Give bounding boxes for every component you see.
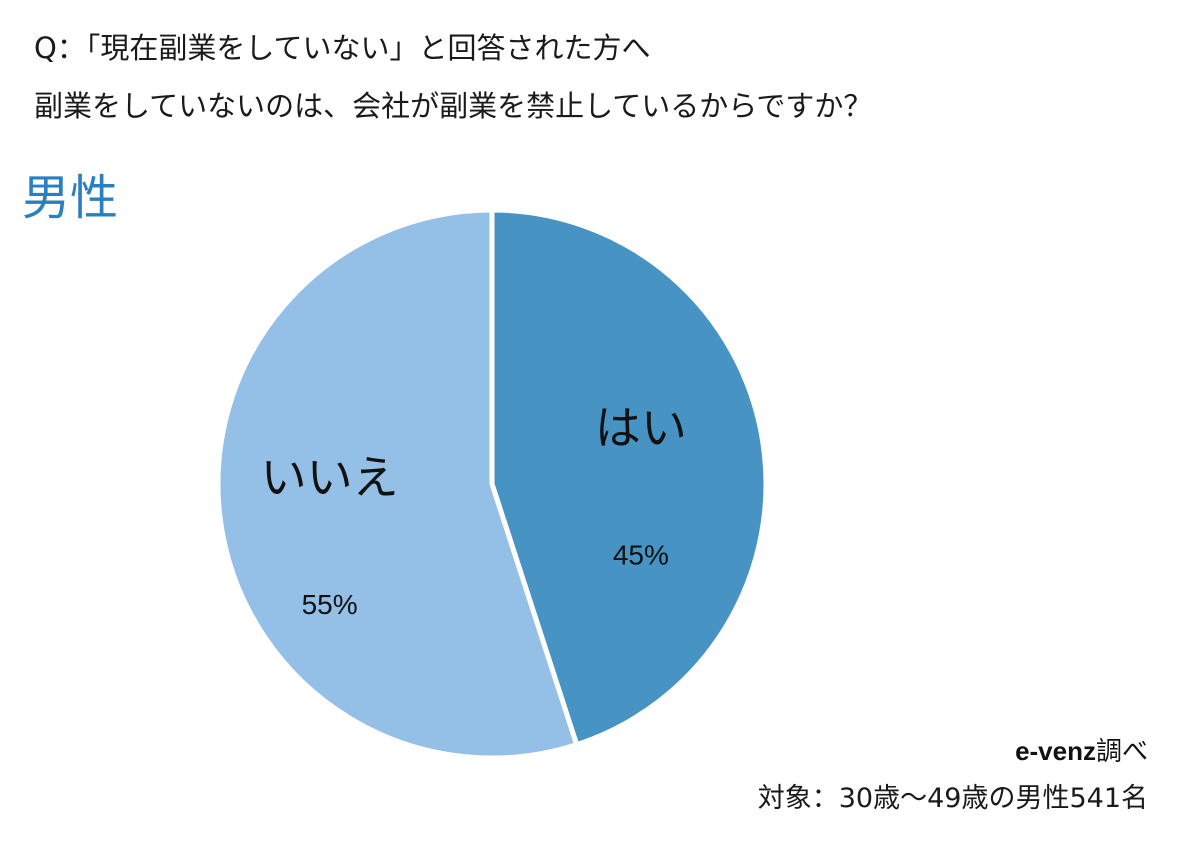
- pie-slice-value-yes: 45%: [613, 540, 669, 571]
- source-credit: e-venz調べ: [1015, 735, 1148, 768]
- pie-slice-label-no: いいえ: [261, 450, 399, 504]
- question-line-2: 副業をしていないのは、会社が副業を禁止しているからですか？: [34, 89, 873, 123]
- question-line-1: Q：「現在副業をしていない」と回答された方へ: [34, 31, 651, 65]
- pie-labels: はい 45% いいえ 55%: [261, 401, 687, 620]
- survey-target-note: 対象：30歳〜49歳の男性541名: [757, 783, 1148, 814]
- source-suffix: 調べ: [1095, 737, 1148, 767]
- pie-slice-no: [215, 207, 580, 761]
- pie-slice-label-yes: はい: [595, 401, 687, 455]
- gender-heading: 男性: [22, 170, 119, 226]
- pie-slice-value-no: 55%: [302, 589, 358, 620]
- pie-slices: [215, 207, 769, 761]
- source-brand: e-venz: [1015, 736, 1096, 766]
- pie-slice-yes: [489, 207, 769, 748]
